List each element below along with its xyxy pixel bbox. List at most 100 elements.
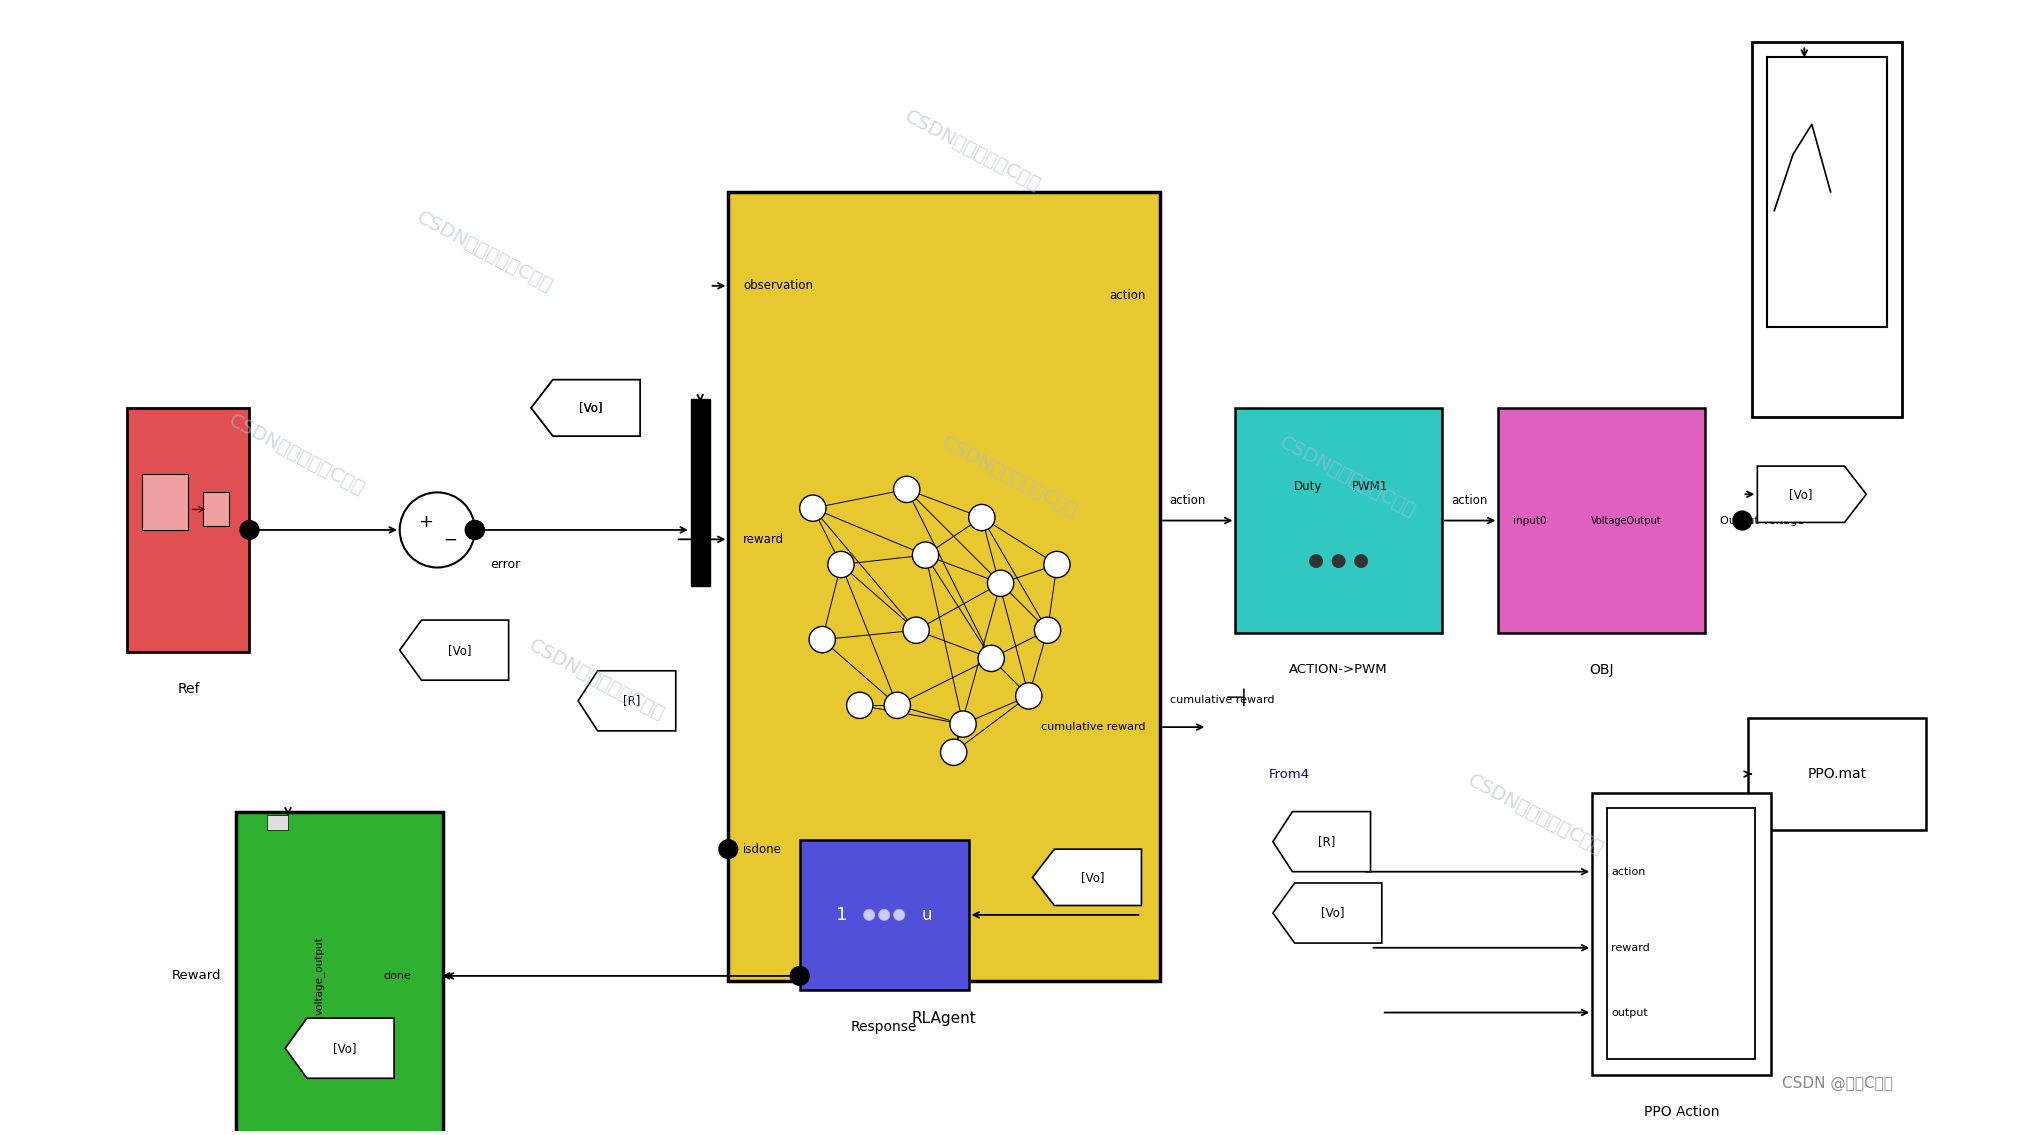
Text: [Vo]: [Vo] xyxy=(1790,488,1812,501)
Text: Response: Response xyxy=(850,1020,917,1034)
Circle shape xyxy=(988,570,1014,596)
Text: Reward: Reward xyxy=(172,969,222,983)
Text: [Vo]: [Vo] xyxy=(333,1042,358,1054)
Circle shape xyxy=(863,909,875,920)
FancyBboxPatch shape xyxy=(236,812,442,1135)
Text: ACTION->PWM: ACTION->PWM xyxy=(1289,663,1388,676)
Circle shape xyxy=(949,711,976,738)
Text: −: − xyxy=(444,530,457,548)
Text: From4: From4 xyxy=(1269,767,1311,781)
Text: u: u xyxy=(921,906,931,924)
Circle shape xyxy=(1733,511,1751,530)
Text: action: action xyxy=(1610,867,1644,876)
FancyBboxPatch shape xyxy=(691,398,709,587)
Circle shape xyxy=(1034,617,1060,644)
Text: done: done xyxy=(384,970,412,981)
Text: VoltageOutput: VoltageOutput xyxy=(1592,515,1662,526)
Circle shape xyxy=(800,495,826,521)
Polygon shape xyxy=(1032,849,1141,906)
Text: [Vo]: [Vo] xyxy=(580,402,602,414)
Circle shape xyxy=(719,840,737,858)
Circle shape xyxy=(1044,552,1071,578)
Text: CSDN博客：我爱C编程: CSDN博客：我爱C编程 xyxy=(901,107,1044,194)
FancyBboxPatch shape xyxy=(1236,407,1442,633)
Text: action: action xyxy=(1170,494,1206,507)
FancyBboxPatch shape xyxy=(71,5,1949,1130)
Text: action: action xyxy=(1109,288,1145,302)
Text: PWM1: PWM1 xyxy=(1351,480,1388,494)
Text: PPO.mat: PPO.mat xyxy=(1808,767,1866,781)
Text: voltage_output: voltage_output xyxy=(313,936,325,1016)
Circle shape xyxy=(1309,555,1323,568)
Text: Output Voltage: Output Voltage xyxy=(1719,515,1804,526)
Polygon shape xyxy=(578,671,677,731)
FancyBboxPatch shape xyxy=(1499,407,1705,633)
Text: CSDN博客：我爱C编程: CSDN博客：我爱C编程 xyxy=(412,208,556,296)
Text: reward: reward xyxy=(743,532,784,546)
Circle shape xyxy=(240,521,259,539)
Circle shape xyxy=(913,541,939,569)
Circle shape xyxy=(879,909,891,920)
Text: [Vo]: [Vo] xyxy=(1321,907,1345,919)
Circle shape xyxy=(978,645,1004,672)
Circle shape xyxy=(400,493,475,568)
Text: Duty: Duty xyxy=(1293,480,1321,494)
Circle shape xyxy=(885,692,911,718)
Text: ÷: ÷ xyxy=(879,908,891,922)
Text: CSDN博客：我爱C编程: CSDN博客：我爱C编程 xyxy=(224,411,368,498)
FancyBboxPatch shape xyxy=(1768,57,1887,327)
Polygon shape xyxy=(1757,466,1866,522)
Circle shape xyxy=(893,477,919,503)
Circle shape xyxy=(465,521,485,539)
Text: cumulative reward: cumulative reward xyxy=(1040,722,1145,732)
Text: output: output xyxy=(1610,1008,1648,1018)
Circle shape xyxy=(465,521,485,539)
Text: +: + xyxy=(418,513,434,531)
Text: RLAgent: RLAgent xyxy=(911,1010,976,1026)
FancyBboxPatch shape xyxy=(143,473,188,530)
FancyBboxPatch shape xyxy=(1608,808,1755,1059)
Polygon shape xyxy=(400,620,509,680)
Text: reward: reward xyxy=(1610,943,1650,952)
Polygon shape xyxy=(1273,812,1370,872)
Text: [Vo]: [Vo] xyxy=(448,644,471,657)
Circle shape xyxy=(846,692,873,718)
Text: OBJ: OBJ xyxy=(1590,663,1614,678)
FancyBboxPatch shape xyxy=(729,192,1159,981)
Text: action: action xyxy=(1450,494,1487,507)
FancyBboxPatch shape xyxy=(800,840,970,990)
Text: 1: 1 xyxy=(836,906,848,924)
Circle shape xyxy=(970,504,996,531)
Text: PPO Action: PPO Action xyxy=(1644,1104,1719,1119)
Text: CSDN @我爱C编程: CSDN @我爱C编程 xyxy=(1782,1076,1893,1092)
Text: [R]: [R] xyxy=(622,695,640,707)
Circle shape xyxy=(828,552,854,578)
Text: [R]: [R] xyxy=(1317,835,1335,848)
Text: [Vo]: [Vo] xyxy=(1081,871,1105,884)
FancyBboxPatch shape xyxy=(1592,793,1770,1075)
Text: ⊣: ⊣ xyxy=(1224,687,1246,711)
Text: CSDN博客：我爱C编程: CSDN博客：我爱C编程 xyxy=(1277,434,1420,521)
Text: CSDN博客：我爱C编程: CSDN博客：我爱C编程 xyxy=(939,434,1081,521)
Circle shape xyxy=(893,909,905,920)
Polygon shape xyxy=(531,380,640,436)
Circle shape xyxy=(790,967,810,985)
Text: [Vo]: [Vo] xyxy=(580,402,602,414)
FancyBboxPatch shape xyxy=(267,815,289,831)
Circle shape xyxy=(941,739,968,765)
Text: input0: input0 xyxy=(1513,515,1547,526)
FancyBboxPatch shape xyxy=(127,407,250,651)
Circle shape xyxy=(1355,555,1368,568)
Circle shape xyxy=(903,617,929,644)
Circle shape xyxy=(1016,683,1042,709)
FancyBboxPatch shape xyxy=(1747,717,1927,831)
Text: Ref: Ref xyxy=(178,682,200,696)
FancyBboxPatch shape xyxy=(202,493,228,527)
Polygon shape xyxy=(285,1018,394,1078)
Text: error: error xyxy=(491,558,519,571)
Circle shape xyxy=(810,627,836,653)
Text: cumulative reward: cumulative reward xyxy=(1170,695,1275,705)
Text: isdone: isdone xyxy=(743,842,782,856)
Text: CSDN博客：我爱C编程: CSDN博客：我爱C编程 xyxy=(1464,772,1608,859)
Text: CSDN博客：我爱C编程: CSDN博客：我爱C编程 xyxy=(525,637,669,724)
